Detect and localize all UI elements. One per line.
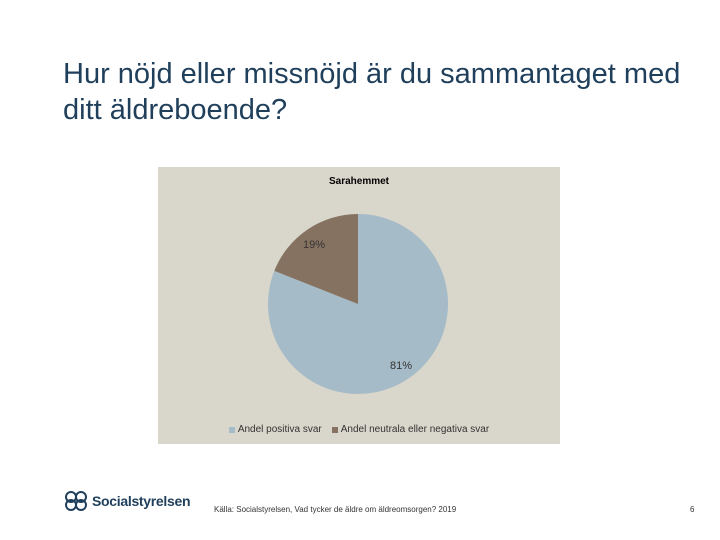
page-number: 6	[690, 505, 695, 514]
logo: Socialstyrelsen	[64, 489, 191, 513]
legend-label-neutral-negative: Andel neutrala eller negativa svar	[340, 424, 490, 435]
data-label-1: 19%	[303, 239, 325, 251]
pie-chart: 81% 19%	[268, 214, 449, 394]
legend-label-positive: Andel positiva svar	[237, 424, 322, 435]
pie-slice-0	[268, 214, 449, 394]
socialstyrelsen-logo-icon	[65, 491, 87, 511]
legend-item-neutral-negative: Andel neutrala eller negativa svar	[331, 424, 490, 435]
logo-text: Socialstyrelsen	[92, 493, 191, 509]
source-note: Källa: Socialstyrelsen, Vad tycker de äl…	[214, 505, 457, 514]
legend-swatch-positive	[228, 426, 235, 433]
legend-swatch-neutral-negative	[331, 426, 338, 433]
slide-title: Hur nöjd eller missnöjd är du sammantage…	[63, 58, 681, 126]
chart-title: Sarahemmet	[328, 176, 390, 187]
chart-legend: Andel positiva svar Andel neutrala eller…	[158, 424, 560, 435]
pie-slice-1	[274, 214, 358, 304]
legend-item-positive: Andel positiva svar	[228, 424, 322, 435]
data-label-0: 81%	[390, 360, 412, 372]
chart-area: Sarahemmet 81% 19% Andel positiva svar An…	[158, 167, 560, 444]
